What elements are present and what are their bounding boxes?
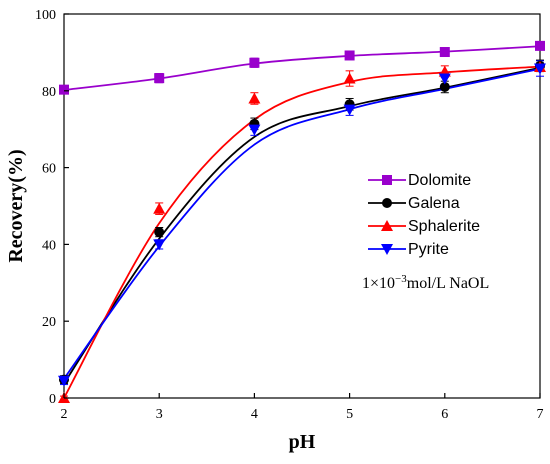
legend-dolomite-label: Dolomite [408,172,471,189]
legend-galena-marker [382,198,392,208]
y-axis: 0 20 40 60 80 100 [35,8,69,407]
pyrite-point [248,124,261,136]
x-tick-label: 2 [61,407,68,422]
y-tick-label: 60 [42,162,56,177]
sphalerite-point [248,92,261,104]
y-tick-label: 80 [42,85,56,100]
galena-point [154,227,165,238]
x-axis-title: pH [289,431,316,453]
plot-frame [63,13,541,399]
annotation-unit: mol/L NaOL [407,275,490,292]
y-tick-label: 40 [42,238,56,253]
x-axis: 2 3 4 5 6 7 [61,393,544,422]
y-tick-label: 20 [42,315,56,330]
y-axis-title: Recovery(%) [5,149,27,262]
pyrite-point [153,239,166,251]
legend-pyrite-marker [381,244,393,255]
legend-galena-label: Galena [408,195,460,212]
dolomite-point [535,40,545,51]
dolomite-point [249,57,260,68]
legend-dolomite-marker [382,175,392,185]
dolomite-point [59,84,69,95]
sphalerite-point [343,72,356,84]
y-tick-label: 0 [49,392,56,407]
plot-area [58,13,546,403]
x-tick-label: 6 [441,407,448,422]
x-tick-label: 5 [346,407,353,422]
legend-sphalerite-label: Sphalerite [408,218,480,235]
dolomite-point [154,73,165,84]
concentration-annotation: 1×10−3mol/L NaOL [362,273,489,292]
pyrite-point [438,73,451,85]
x-tick-label: 4 [251,407,258,422]
x-tick-label: 3 [156,407,163,422]
galena-point [439,81,450,92]
annotation-exponent: −3 [395,273,407,285]
annotation-base: 1×10 [362,275,395,292]
legend-sphalerite-marker [381,220,393,231]
pyrite-point [534,63,546,75]
dolomite-point [439,47,450,58]
sphalerite-point [153,202,166,214]
pyrite-point [343,104,356,116]
dolomite-fit-curve [63,45,541,91]
pyrite-point [58,375,70,387]
x-tick-label: 7 [537,407,544,422]
legend: Dolomite Galena Sphalerite Pyrite [368,172,480,258]
y-tick-label: 100 [35,8,56,23]
dolomite-point [344,50,355,61]
legend-pyrite-label: Pyrite [408,241,449,258]
data-markers [58,40,546,403]
